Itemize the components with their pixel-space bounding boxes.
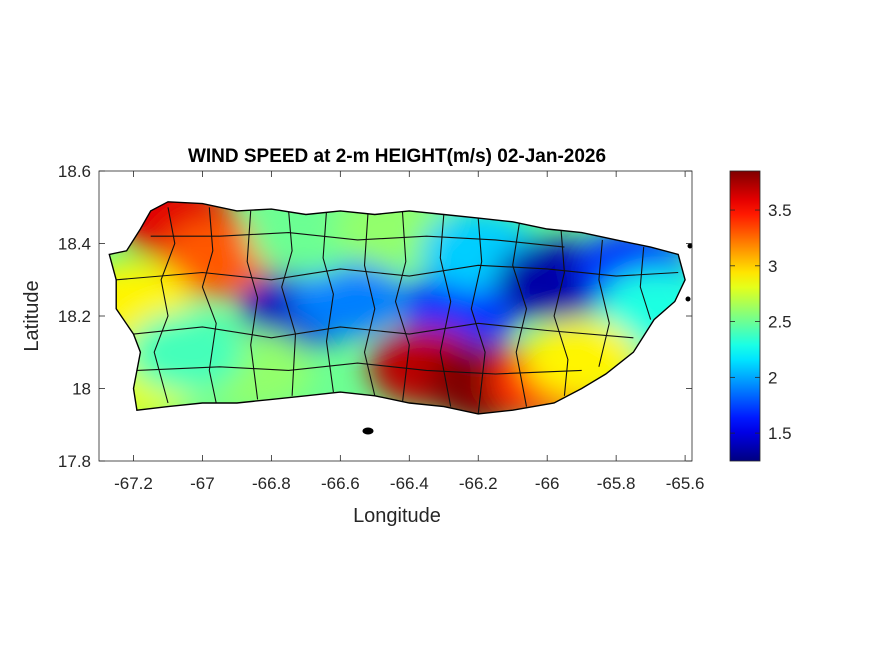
x-tick-label: -66 [535, 474, 560, 493]
municipality-border [512, 221, 528, 407]
colorbar-bar [729, 170, 761, 462]
colorbar-tick-label: 1.5 [768, 424, 792, 443]
islets [362, 243, 693, 435]
islet [362, 427, 374, 435]
y-axis-label: Latitude [21, 280, 43, 351]
colorbar: 1.5 2 2.5 3 3.5 [729, 170, 792, 462]
municipality-border [439, 214, 452, 407]
municipality-border [394, 210, 410, 404]
colorbar-ticks: 1.5 2 2.5 3 3.5 [730, 201, 792, 443]
y-tick-label: 18.6 [58, 162, 91, 181]
colorbar-tick-label: 2.5 [768, 313, 792, 332]
colorbar-tick-label: 3.5 [768, 201, 792, 220]
x-tick-label: -66.8 [252, 474, 291, 493]
y-tick-label: 18.2 [58, 307, 91, 326]
municipality-border [136, 362, 582, 375]
y-axis-ticks: 17.8 18 18.2 18.4 18.6 [58, 162, 692, 471]
colorbar-tick-label: 2 [768, 368, 777, 387]
municipality-border [133, 322, 634, 339]
x-tick-label: -67 [190, 474, 215, 493]
field-region-5 [289, 257, 406, 338]
y-tick-label: 18.4 [58, 235, 91, 254]
field-region-6 [247, 201, 364, 277]
municipality-border [322, 210, 334, 393]
x-tick-label: -65.6 [666, 474, 705, 493]
municipality-border [598, 239, 610, 367]
municipality-border [363, 214, 376, 396]
island-outline [108, 201, 686, 415]
municipality-border [470, 218, 486, 414]
municipality-border [153, 207, 176, 404]
municipality-border [246, 210, 259, 400]
x-tick-label: -65.8 [597, 474, 636, 493]
y-tick-label: 18 [72, 380, 91, 399]
x-tick-label: -67.2 [114, 474, 153, 493]
colorbar-tick-label: 3 [768, 257, 777, 276]
field-region-12 [599, 268, 686, 349]
chart-title: WIND SPEED at 2-m HEIGHT(m/s) 02-Jan-202… [188, 146, 606, 167]
field-region-18 [127, 312, 244, 393]
municipality-border [116, 264, 679, 281]
municipality-borders [116, 207, 679, 414]
x-tick-label: -66.2 [459, 474, 498, 493]
x-axis-label: Longitude [353, 505, 441, 527]
y-tick-label: 17.8 [58, 452, 91, 471]
islet [687, 243, 693, 249]
islet [685, 296, 691, 302]
municipality-border [639, 247, 652, 320]
municipality-border [281, 210, 297, 396]
municipality-border [553, 228, 569, 396]
x-tick-label: -66.6 [321, 474, 360, 493]
x-tick-label: -66.4 [390, 474, 429, 493]
x-axis-ticks: -67.2 -67 -66.8 -66.6 -66.4 -66.2 -66 -65.8 -65.… [114, 171, 704, 493]
municipality-border [201, 207, 217, 404]
municipality-border [150, 232, 565, 248]
